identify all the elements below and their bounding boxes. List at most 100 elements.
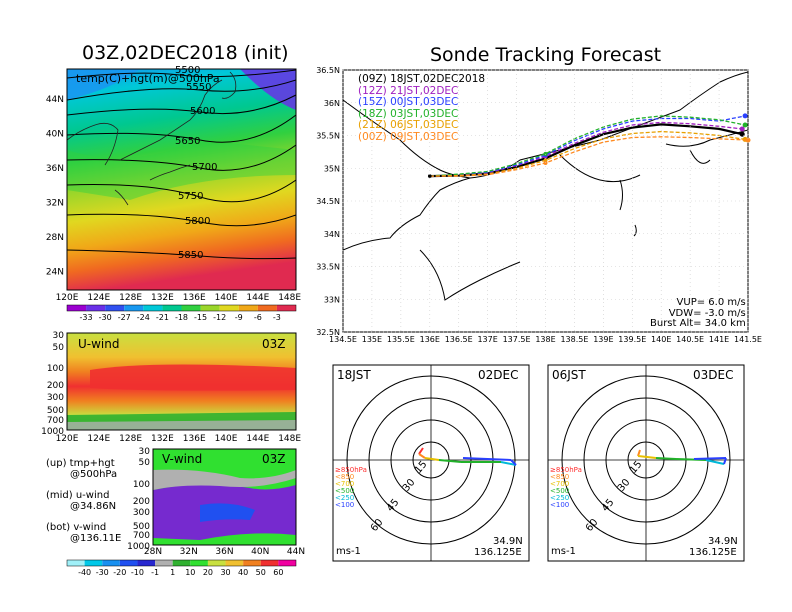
- hodo-trace: [438, 459, 462, 463]
- vwind-lat-tick: 32N: [180, 547, 198, 557]
- track-endpoint: [739, 126, 745, 132]
- colorbar-tick-label: -3: [273, 313, 281, 322]
- colorbar-swatch: [200, 305, 220, 311]
- colorbar-swatch: [278, 560, 296, 566]
- colorbar-tick-label: 60: [273, 568, 283, 577]
- track-x-tick: 136.5E: [445, 335, 473, 344]
- colorbar-tick-label: -21: [156, 313, 169, 322]
- contour-label: 5650: [175, 136, 200, 147]
- vdw-value: VDW= -3.0 m/s: [668, 307, 746, 319]
- contour-label: 5800: [185, 216, 210, 227]
- hodo-trace: [418, 447, 424, 455]
- map500-lon-tick: 132E: [151, 293, 174, 303]
- hodo2-lat: 34.9N: [708, 536, 738, 547]
- vwind-lat-tick: 28N: [144, 547, 162, 557]
- colorbar-tick-label: 50: [256, 568, 266, 577]
- hodo-level-label: <250: [335, 494, 354, 502]
- track-line: [429, 121, 743, 177]
- colorbar-tick-label: -27: [118, 313, 131, 322]
- track-x-tick: 136E: [420, 335, 440, 344]
- colorbar-swatch: [225, 560, 244, 566]
- map500-lon-tick: 128E: [119, 293, 142, 303]
- wind-colorbar: -40 -30 -20 -10 -1 1 10 20 30 40 50 60: [66, 559, 297, 577]
- hodo-trace: [637, 449, 641, 457]
- colorbar-tick-label: -30: [96, 568, 109, 577]
- vwind-p-tick: 200: [133, 497, 150, 507]
- legend-note-up: (up) tmp+hgt @500hPa: [46, 458, 118, 480]
- hodo2-time: 06JST: [552, 368, 586, 382]
- vwind-lat-tick: 36N: [215, 547, 233, 557]
- colorbar-tick-label: 20: [203, 568, 213, 577]
- colorbar-swatch: [84, 560, 103, 566]
- axis-ticks: 120E 120E 124E 124E 128E 128E 132E 132E 136E 136E…: [41, 66, 762, 557]
- contour-label: 5550: [186, 82, 211, 93]
- track-x-tick: 135E: [362, 335, 382, 344]
- track-x-tick: 135.5E: [387, 335, 415, 344]
- track-y-tick: 36N: [324, 99, 340, 108]
- hodo-level-label: <500: [335, 487, 354, 495]
- track-legend-item: (09Z) 18JST,02DEC2018: [358, 73, 486, 85]
- vwind-p-tick: 100: [133, 480, 150, 490]
- colorbar-swatch: [243, 560, 261, 566]
- hodo-trace: [418, 453, 426, 459]
- hodo-level-label: <100: [550, 501, 569, 509]
- track-x-tick: 138.5E: [560, 335, 588, 344]
- track-legend: (09Z) 18JST,02DEC2018 (12Z) 21JST,02DEC …: [358, 73, 486, 143]
- colorbar-tick-label: 30: [220, 568, 230, 577]
- hodo-trace: [500, 461, 517, 466]
- colorbar-swatch: [181, 305, 201, 311]
- uwind-time: 03Z: [262, 337, 286, 351]
- track-x-tick: 138E: [535, 335, 555, 344]
- uwind-lon-tick: 144E: [246, 434, 269, 444]
- vup-value: VUP= 6.0 m/s: [676, 297, 746, 308]
- map500-lon-tick: 120E: [56, 293, 79, 303]
- track-x-tick: 137.5E: [503, 335, 531, 344]
- colorbar-swatch: [137, 560, 156, 566]
- right-panel-title: Sonde Tracking Forecast: [430, 44, 662, 66]
- colorbar-swatch: [276, 305, 296, 311]
- hodo1-lon: 136.125E: [474, 547, 522, 558]
- map500-lat-tick: 24N: [46, 268, 64, 278]
- uwind-p-tick: 500: [47, 406, 64, 416]
- hodo-level-label: <700: [550, 480, 569, 488]
- map500-lat-tick: 32N: [46, 199, 64, 209]
- hodo-level-label: <500: [550, 487, 569, 495]
- track-line: [429, 123, 743, 178]
- uwind-p-tick: 30: [53, 331, 65, 341]
- left-panel-title: 03Z,02DEC2018 (init): [82, 42, 289, 64]
- colorbar-swatch: [143, 305, 163, 311]
- track-y-tick: 32.5N: [316, 328, 340, 337]
- colorbar-tick-label: -12: [213, 313, 226, 322]
- track-x-tick: 140E: [651, 335, 671, 344]
- colorbar-swatch: [162, 305, 182, 311]
- vwind-lat-tick: 40N: [251, 547, 269, 557]
- colorbar-swatch: [67, 305, 87, 311]
- hodo-trace: [675, 458, 707, 461]
- colorbar-swatch: [124, 305, 144, 311]
- colorbar-swatch: [172, 560, 191, 566]
- track-x-tick: 139.5E: [618, 335, 646, 344]
- map500-lat-tick: 44N: [46, 95, 64, 105]
- temp-colorbar: -33 -30 -27 -24 -21 -18 -15 -12 -9 -6 -3: [66, 304, 297, 322]
- colorbar-tick-label: 1: [170, 568, 175, 577]
- track-legend-item: (15Z) 00JST,03DEC: [358, 96, 459, 108]
- vwind-p-tick: 500: [133, 522, 150, 532]
- track-x-tick: 141.5E: [734, 335, 762, 344]
- track-y-tick: 34N: [324, 230, 340, 239]
- uwind-lon-tick: 148E: [278, 434, 301, 444]
- hodo-level-label: <850: [550, 473, 569, 481]
- hodo1-lat: 34.9N: [493, 536, 523, 547]
- colorbar-swatch: [219, 305, 239, 311]
- colorbar-tick-label: -18: [175, 313, 188, 322]
- vwind-label: V-wind: [162, 452, 203, 466]
- uwind-lon-tick: 140E: [215, 434, 238, 444]
- hodo1-unit: ms-1: [336, 546, 361, 557]
- colorbar-swatch: [119, 560, 138, 566]
- colorbar-tick-label: -15: [194, 313, 207, 322]
- track-y-tick: 34.5N: [316, 197, 340, 206]
- hodo1-time: 18JST: [337, 368, 371, 382]
- uwind-p-tick: 1000: [41, 427, 64, 437]
- uwind-p-tick: 50: [53, 343, 65, 353]
- hodo-level-label: ≥850hPa: [335, 466, 367, 474]
